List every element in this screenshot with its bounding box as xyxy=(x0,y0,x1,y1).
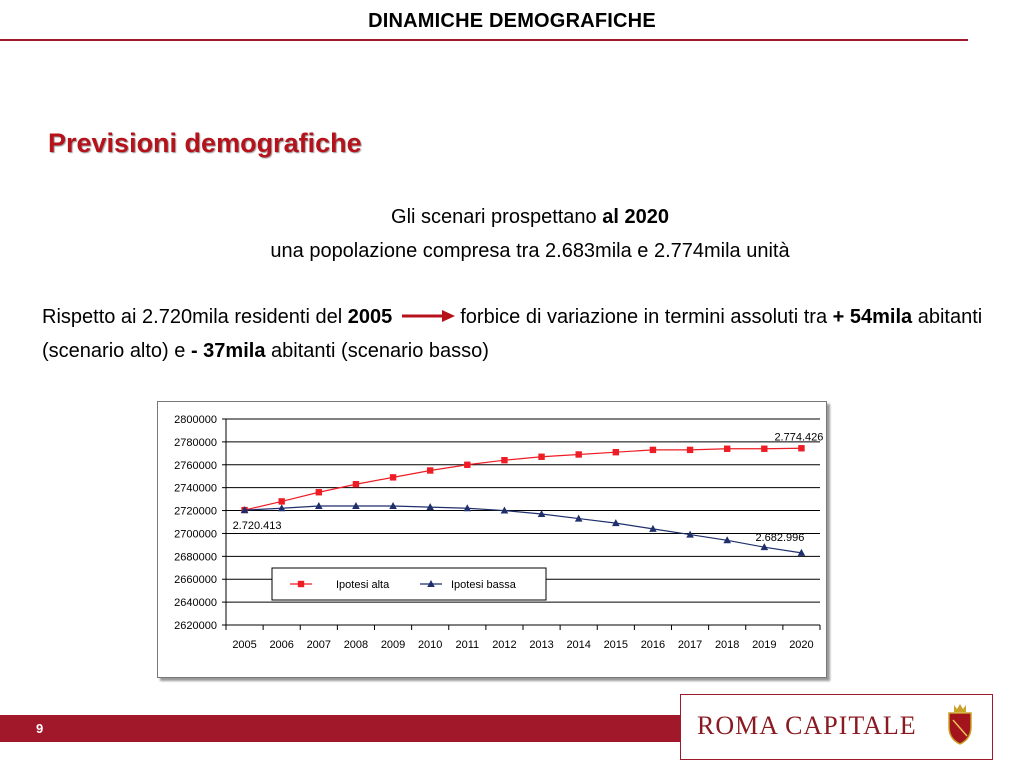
x-tick-label: 2010 xyxy=(418,639,442,651)
x-tick-label: 2011 xyxy=(455,639,479,651)
data-label: 2.682.996 xyxy=(755,532,804,544)
data-point-alta xyxy=(278,498,285,505)
y-tick-label: 2700000 xyxy=(174,528,217,540)
legend-label: Ipotesi bassa xyxy=(451,579,517,591)
data-point-bassa xyxy=(315,501,323,509)
population-forecast-chart: 2620000 2640000 2660000 2680000 2700000 27200… xyxy=(157,401,827,678)
data-point-alta xyxy=(315,489,323,496)
x-tick-label: 2013 xyxy=(529,639,553,651)
footer-bar xyxy=(0,715,680,742)
x-tick-label: 2020 xyxy=(789,639,813,651)
data-point-bassa xyxy=(537,509,546,517)
data-point-bassa xyxy=(463,504,472,512)
data-point-alta xyxy=(649,446,657,454)
y-tick-label: 2680000 xyxy=(174,551,217,563)
scenario-line-2: una popolazione compresa tra 2.683mila e… xyxy=(270,240,790,262)
y-tick-label: 2620000 xyxy=(174,620,217,632)
paragraph-year: 2005 xyxy=(347,306,393,328)
x-tick-label: 2009 xyxy=(381,639,405,651)
x-tick-label: 2012 xyxy=(492,639,516,651)
scenario-year: al 2020 xyxy=(602,206,669,228)
data-label: 2.720.413 xyxy=(233,520,282,532)
data-point-bassa xyxy=(500,506,509,514)
data-point-alta xyxy=(575,451,582,458)
data-point-bassa xyxy=(240,506,249,514)
paragraph-high-value: + 54mila xyxy=(832,306,913,328)
scenario-line-1-text: Gli scenari prospettano xyxy=(391,206,603,228)
data-point-bassa xyxy=(574,514,583,522)
slide-header-title: DINAMICHE DEMOGRAFICHE xyxy=(368,10,656,32)
series-line-ipotesi-bassa xyxy=(244,505,802,554)
y-tick-label: 2760000 xyxy=(174,460,217,472)
data-point-alta xyxy=(426,467,434,474)
data-point-alta xyxy=(723,445,731,452)
data-point-bassa xyxy=(612,519,620,527)
y-tick-label: 2640000 xyxy=(174,597,217,609)
paragraph-part-2: forbice di variazione in termini assolut… xyxy=(460,306,833,328)
data-point-alta xyxy=(798,445,805,452)
x-tick-label: 2018 xyxy=(715,639,739,651)
x-tick-label: 2008 xyxy=(344,639,368,651)
data-point-bassa xyxy=(389,501,397,509)
roma-capitale-logo: ROMA CAPITALE xyxy=(680,694,993,760)
data-point-alta xyxy=(538,453,545,460)
header-rule xyxy=(0,39,968,41)
data-point-alta xyxy=(352,481,360,488)
x-tick-label: 2005 xyxy=(232,639,256,651)
roma-shield-emblem-icon xyxy=(948,704,972,745)
y-tick-label: 2800000 xyxy=(174,414,217,426)
data-point-alta xyxy=(686,446,694,454)
data-label: 2.774.426 xyxy=(774,431,823,443)
x-tick-label: 2016 xyxy=(641,639,665,651)
page-number: 9 xyxy=(36,721,44,736)
scenario-statement: Gli scenari prospettano al 2020 una popo… xyxy=(0,200,1024,268)
scenario-line-1: Gli scenari prospettano al 2020 xyxy=(0,200,1024,234)
logo-text: ROMA CAPITALE xyxy=(697,711,917,740)
y-tick-label: 2780000 xyxy=(174,437,217,449)
data-point-bassa xyxy=(277,504,286,512)
series-line-ipotesi-alta xyxy=(244,447,802,511)
paragraph-part-3: abitanti (scenario alto) e xyxy=(42,306,983,362)
data-point-bassa xyxy=(426,503,434,511)
x-tick-label: 2014 xyxy=(566,639,590,651)
x-tick-label: 2015 xyxy=(604,639,628,651)
data-point-alta xyxy=(761,445,768,452)
x-tick-label: 2017 xyxy=(678,639,702,651)
data-point-bassa xyxy=(797,548,806,556)
data-point-alta xyxy=(501,457,508,464)
data-point-bassa xyxy=(686,530,694,538)
section-title: Previsioni demografiche xyxy=(48,128,362,158)
legend-marker xyxy=(427,580,435,587)
right-arrow-icon xyxy=(402,309,456,322)
y-tick-label: 2660000 xyxy=(174,574,217,586)
paragraph-low-value: - 37mila xyxy=(190,340,266,362)
legend-box xyxy=(271,567,547,601)
x-tick-label: 2019 xyxy=(752,639,776,651)
y-tick-label: 2720000 xyxy=(174,506,217,518)
data-point-alta xyxy=(612,448,620,456)
data-point-bassa xyxy=(723,536,731,544)
data-point-alta xyxy=(389,474,397,481)
data-point-bassa xyxy=(649,524,657,532)
x-tick-label: 2007 xyxy=(307,639,331,651)
variation-paragraph: Rispetto ai 2.720mila residenti del 2005… xyxy=(42,300,1002,368)
data-point-bassa xyxy=(760,543,769,551)
paragraph-part-4: abitanti (scenario basso) xyxy=(265,340,489,362)
paragraph-part-1: Rispetto ai 2.720mila residenti del xyxy=(42,306,348,328)
legend-marker xyxy=(297,580,305,588)
y-tick-label: 2740000 xyxy=(174,483,217,495)
legend-label: Ipotesi alta xyxy=(336,579,390,591)
data-point-bassa xyxy=(352,501,360,509)
x-tick-label: 2006 xyxy=(269,639,293,651)
data-point-alta xyxy=(464,461,471,468)
chart-svg: 2620000 2640000 2660000 2680000 2700000 27200… xyxy=(174,414,823,651)
